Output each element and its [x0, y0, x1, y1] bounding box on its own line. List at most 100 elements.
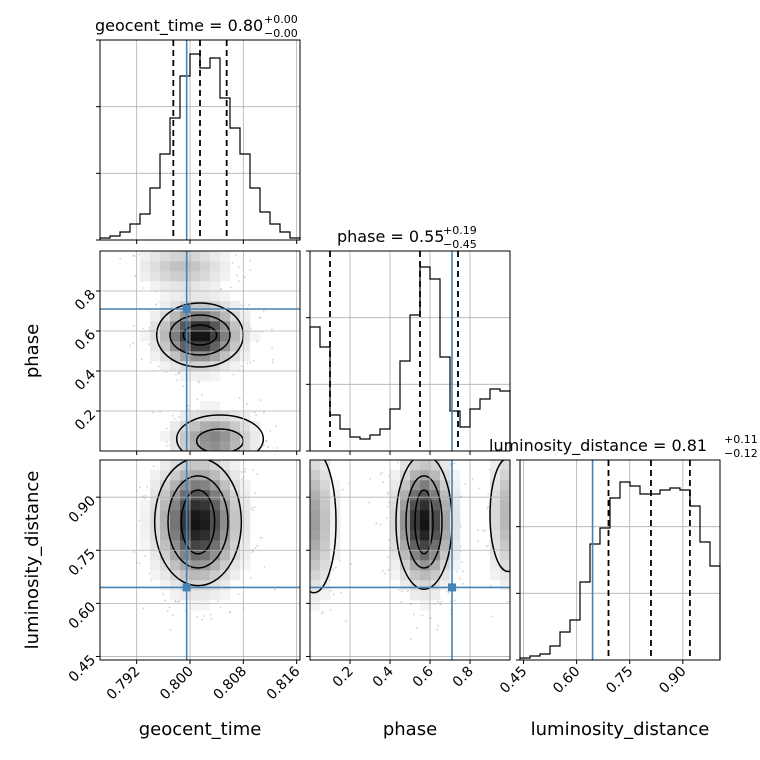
sample-point	[306, 553, 308, 555]
density-cell	[190, 371, 201, 382]
ytick-phase-2: 0.6	[72, 327, 99, 354]
sample-point	[252, 509, 254, 512]
density-cell	[200, 500, 211, 511]
sample-point	[515, 550, 517, 552]
density-cell	[320, 590, 331, 601]
density-cell	[210, 590, 221, 601]
title-phase-lower: −0.45	[443, 238, 477, 251]
sample-point	[244, 470, 246, 473]
sample-point	[249, 361, 252, 364]
density-cell	[170, 281, 181, 292]
density-cell	[180, 331, 191, 342]
sample-point	[301, 517, 303, 519]
density-cell	[180, 371, 191, 382]
sample-point	[229, 611, 231, 614]
density-cell	[420, 470, 431, 481]
density-cell	[160, 291, 171, 302]
sample-point	[437, 624, 440, 627]
density-cell	[170, 460, 181, 471]
sample-point	[201, 453, 203, 455]
sample-point	[191, 452, 193, 454]
density-cell	[230, 421, 241, 432]
density-cell	[240, 411, 251, 422]
sample-point	[201, 618, 204, 621]
sample-point	[165, 441, 168, 443]
sample-point	[386, 505, 389, 508]
sample-point	[207, 456, 209, 458]
sample-point	[141, 327, 144, 330]
density-cell	[190, 441, 201, 451]
sample-point	[262, 309, 265, 312]
sample-point	[243, 276, 246, 279]
contour	[153, 460, 243, 587]
density-cell	[450, 470, 461, 481]
density-cell	[210, 580, 221, 591]
sample-point	[302, 459, 304, 461]
density-cell	[170, 590, 181, 601]
sample-point	[421, 614, 424, 617]
sample-point	[132, 342, 135, 344]
density-cell	[180, 351, 191, 362]
sample-point	[209, 457, 211, 459]
sample-point	[141, 495, 144, 498]
density-cell	[190, 550, 201, 561]
sample-point	[241, 478, 243, 481]
sample-point	[232, 373, 235, 376]
density-cell	[190, 331, 201, 342]
sample-point	[228, 611, 231, 614]
density-cell	[140, 540, 151, 551]
density-cell	[450, 480, 461, 491]
density-cell	[180, 540, 191, 551]
density-cell	[170, 550, 181, 561]
sample-point	[213, 457, 215, 459]
sample-point	[514, 456, 516, 458]
sample-point	[515, 519, 517, 521]
density-cell	[430, 510, 441, 521]
sample-point	[265, 439, 268, 442]
density-cell	[500, 550, 510, 561]
density-cell	[160, 570, 171, 581]
density-cell	[430, 540, 441, 551]
density-cell	[220, 550, 231, 561]
sample-point	[487, 506, 490, 508]
ytick-luminosity-distance-1: 0.60	[66, 599, 99, 632]
density-cell	[500, 510, 510, 521]
sample-point	[203, 456, 205, 458]
density-cell	[420, 600, 431, 611]
sample-point	[512, 523, 514, 525]
density-cell	[220, 431, 231, 442]
density-cell	[190, 470, 201, 481]
density-cell	[200, 301, 211, 312]
density-cell	[490, 510, 501, 521]
sample-point	[262, 444, 265, 447]
density-cell	[220, 500, 231, 511]
sample-point	[301, 474, 303, 476]
density-cell	[500, 530, 510, 541]
sample-point	[455, 570, 458, 573]
density-cell	[210, 261, 221, 272]
sample-point	[521, 427, 523, 429]
sample-point	[144, 555, 147, 558]
sample-point	[216, 456, 218, 458]
sample-point	[223, 455, 225, 457]
density-cell	[400, 460, 411, 471]
sample-point	[232, 452, 234, 454]
ytick-luminosity-distance-0: 0.45	[66, 652, 99, 685]
density-cell	[310, 550, 321, 561]
sample-point	[410, 453, 412, 455]
sample-point	[306, 514, 308, 516]
sample-point	[263, 565, 266, 568]
density-cell	[180, 530, 191, 541]
density-cell	[390, 540, 401, 551]
density-cell	[240, 341, 251, 352]
density-cell	[250, 421, 261, 432]
sample-point	[133, 246, 135, 248]
density-cell	[160, 530, 171, 541]
density-cell	[240, 311, 251, 322]
density-cell	[420, 560, 431, 571]
density-cell	[190, 261, 201, 272]
sample-point	[179, 241, 181, 243]
sample-point	[164, 599, 167, 602]
density-cell	[400, 570, 411, 581]
sample-point	[306, 594, 308, 596]
